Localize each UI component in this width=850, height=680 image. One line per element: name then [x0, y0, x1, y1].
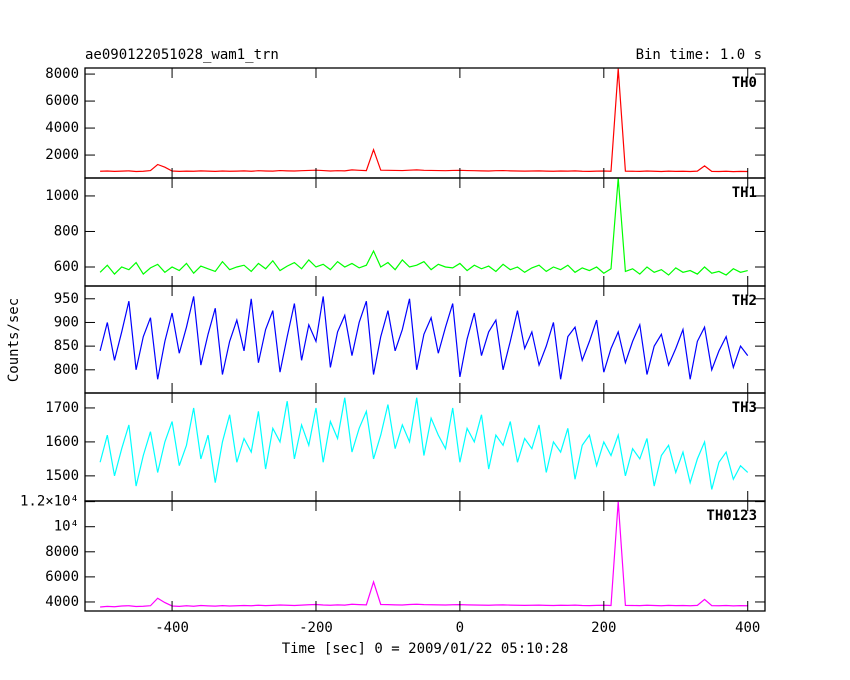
- y-tick-label: 800: [54, 362, 79, 378]
- y-tick-label: 1700: [45, 400, 79, 416]
- y-tick-label: 1600: [45, 434, 79, 450]
- x-tick-label: 0: [456, 620, 464, 636]
- series-line: [100, 501, 748, 608]
- panel-frame: [84, 67, 766, 179]
- x-tick-label: 200: [591, 620, 616, 636]
- y-tick-label: 4000: [45, 594, 79, 610]
- y-tick-label: 8000: [45, 544, 79, 560]
- panel-label: TH2: [732, 293, 757, 309]
- x-tick-label: -200: [299, 620, 333, 636]
- panel-label: TH3: [732, 400, 757, 416]
- x-tick-label: 400: [735, 620, 760, 636]
- y-tick-label: 6000: [45, 569, 79, 585]
- chart-subtitle: Bin time: 1.0 s: [636, 47, 762, 63]
- series-line: [99, 178, 748, 276]
- panel-label: TH1: [732, 185, 757, 201]
- y-tick-label: 950: [54, 291, 79, 307]
- y-axis-label: Counts/sec: [6, 298, 22, 382]
- y-tick-label: 1.2×10⁴: [20, 494, 79, 510]
- series-line: [100, 68, 748, 173]
- panel-label: TH0123: [706, 508, 757, 524]
- y-tick-label: 8000: [45, 66, 79, 82]
- series-line: [99, 296, 749, 380]
- panel-frame: [84, 500, 766, 612]
- y-tick-label: 10⁴: [54, 519, 79, 535]
- series-line: [99, 397, 749, 490]
- panel-frame: [84, 177, 766, 287]
- y-tick-label: 1000: [45, 188, 79, 204]
- y-tick-label: 2000: [45, 147, 79, 163]
- chart-title: ae090122051028_wam1_trn: [85, 47, 279, 63]
- y-tick-label: 6000: [45, 93, 79, 109]
- y-tick-label: 600: [54, 259, 79, 275]
- y-tick-label: 4000: [45, 120, 79, 136]
- x-tick-label: -400: [155, 620, 189, 636]
- x-axis-label: Time [sec] 0 = 2009/01/22 05:10:28: [282, 641, 569, 657]
- y-tick-label: 1500: [45, 468, 79, 484]
- y-tick-label: 850: [54, 338, 79, 354]
- y-tick-label: 800: [54, 223, 79, 239]
- y-tick-label: 900: [54, 314, 79, 330]
- panel-label: TH0: [732, 75, 757, 91]
